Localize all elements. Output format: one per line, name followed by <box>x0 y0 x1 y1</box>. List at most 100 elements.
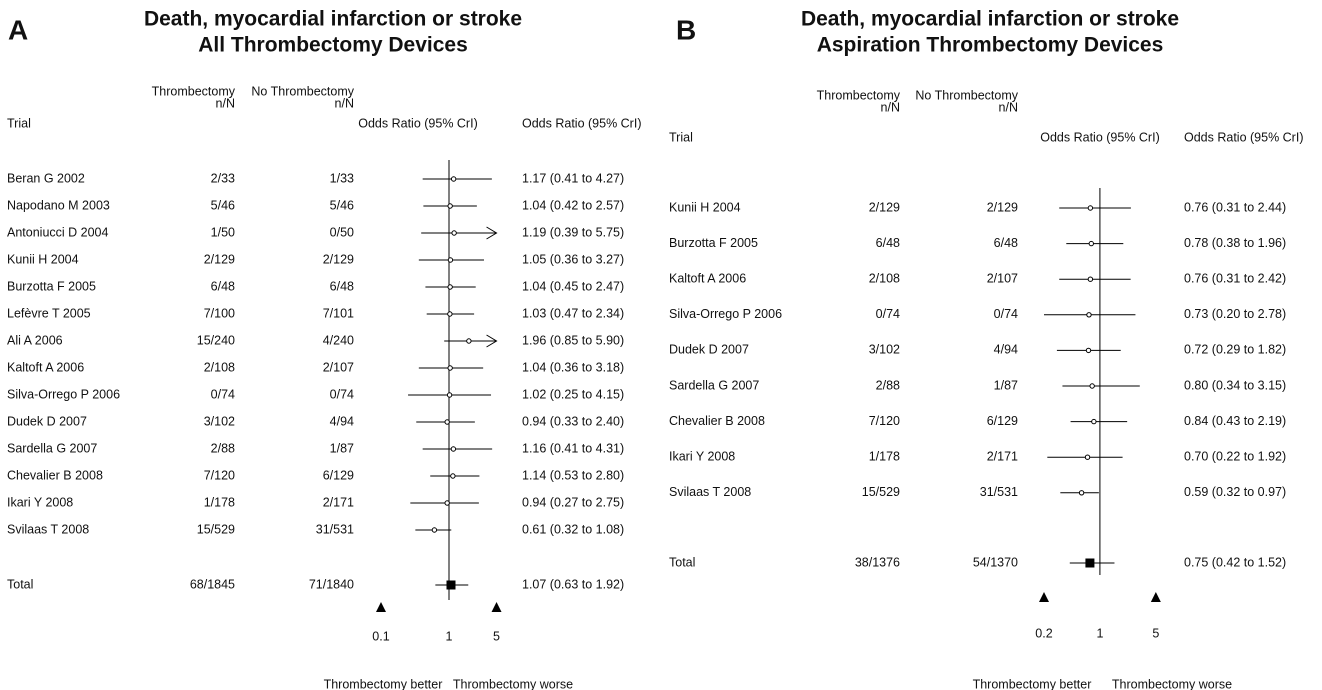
trial-name: Sardella G 2007 <box>7 441 97 455</box>
estimate-label: 1.96 (0.85 to 5.90) <box>522 333 624 347</box>
trial-name: Silva-Orrego P 2006 <box>7 387 120 401</box>
treated-count: 2/33 <box>211 171 235 185</box>
control-count: 31/531 <box>980 485 1018 499</box>
control-count: 1/33 <box>330 171 354 185</box>
panel-label: A <box>8 14 28 45</box>
control-count: 0/74 <box>330 387 354 401</box>
x-axis-label: Thrombectomy worse <box>453 677 573 690</box>
estimate-label: 1.04 (0.36 to 3.18) <box>522 360 624 374</box>
estimate-label: 0.94 (0.27 to 2.75) <box>522 495 624 509</box>
treated-count: 2/88 <box>876 378 900 392</box>
trial-name: Dudek D 2007 <box>669 343 749 357</box>
treated-count: 38/1376 <box>855 555 900 569</box>
control-count: 71/1840 <box>309 577 354 591</box>
column-header: Odds Ratio (95% CrI) <box>522 116 641 130</box>
estimate-label: 1.02 (0.25 to 4.15) <box>522 387 624 401</box>
control-count: 0/74 <box>994 307 1018 321</box>
point-estimate <box>447 203 453 209</box>
point-estimate <box>450 446 457 452</box>
control-count: 6/48 <box>330 279 354 293</box>
control-count: 6/48 <box>994 236 1018 250</box>
column-header: n/N <box>216 96 235 110</box>
column-header: n/N <box>881 100 900 114</box>
control-count: 4/94 <box>994 343 1018 357</box>
point-estimate <box>1078 490 1085 496</box>
estimate-label: 0.76 (0.31 to 2.42) <box>1184 271 1286 285</box>
control-count: 1/87 <box>994 378 1018 392</box>
estimate-label: 1.03 (0.47 to 2.34) <box>522 306 624 320</box>
pooled-estimate <box>446 580 456 590</box>
point-estimate <box>444 500 450 506</box>
trial-name: Dudek D 2007 <box>7 414 87 428</box>
column-header: Trial <box>7 116 31 130</box>
axis-end-marker <box>1039 592 1049 602</box>
trial-name: Antoniucci D 2004 <box>7 225 109 239</box>
control-count: 6/129 <box>323 468 354 482</box>
axis-end-marker <box>1150 592 1161 602</box>
control-count: 0/50 <box>330 225 354 239</box>
treated-count: 15/529 <box>197 522 235 536</box>
treated-count: 15/529 <box>862 485 900 499</box>
treated-count: 3/102 <box>869 343 900 357</box>
point-estimate <box>1086 312 1092 318</box>
treated-count: 1/178 <box>204 495 235 509</box>
point-estimate <box>1091 418 1097 425</box>
treated-count: 2/129 <box>204 252 235 266</box>
chart-title: Death, myocardial infarction or stroke <box>801 8 1179 31</box>
control-count: 2/129 <box>323 252 354 266</box>
pooled-estimate <box>1085 558 1095 568</box>
point-estimate <box>1087 205 1094 211</box>
treated-count: 15/240 <box>197 333 235 347</box>
trial-name: Burzotta F 2005 <box>669 236 758 250</box>
point-estimate <box>466 338 472 344</box>
column-header: Odds Ratio (95% CrI) <box>1040 130 1159 144</box>
point-estimate <box>447 311 453 317</box>
control-count: 2/171 <box>987 449 1018 463</box>
treated-count: 7/100 <box>204 306 235 320</box>
estimate-label: 0.59 (0.32 to 0.97) <box>1184 485 1286 499</box>
x-axis-label: Thrombectomy worse <box>1112 677 1232 690</box>
point-estimate <box>450 176 457 182</box>
x-tick-label: 1 <box>1096 626 1103 640</box>
control-count: 6/129 <box>987 414 1018 428</box>
treated-count: 0/74 <box>876 307 900 321</box>
control-count: 2/171 <box>323 495 354 509</box>
estimate-label: 0.78 (0.38 to 1.96) <box>1184 236 1286 250</box>
treated-count: 2/108 <box>204 360 235 374</box>
chart-title: Death, myocardial infarction or stroke <box>144 8 522 31</box>
trial-name: Svilaas T 2008 <box>7 522 89 536</box>
control-count: 54/1370 <box>973 555 1018 569</box>
control-count: 4/94 <box>330 414 354 428</box>
column-header: Odds Ratio (95% CrI) <box>358 116 477 130</box>
column-header: Thrombectomy <box>152 84 236 98</box>
control-count: 7/101 <box>323 306 354 320</box>
point-estimate <box>1085 347 1092 354</box>
trial-name: Ali A 2006 <box>7 333 63 347</box>
estimate-label: 1.17 (0.41 to 4.27) <box>522 171 624 185</box>
x-axis-label: Thrombectomy better <box>324 677 443 690</box>
estimate-label: 0.61 (0.32 to 1.08) <box>522 522 624 536</box>
trial-name: Total <box>669 555 695 569</box>
estimate-label: 0.84 (0.43 to 2.19) <box>1184 414 1286 428</box>
trial-name: Chevalier B 2008 <box>7 468 103 482</box>
point-estimate <box>431 527 438 533</box>
x-tick-label: 1 <box>446 629 453 643</box>
control-count: 1/87 <box>330 441 354 455</box>
x-tick-label: 5 <box>1152 626 1159 640</box>
point-estimate <box>444 419 450 425</box>
point-estimate <box>1084 454 1091 460</box>
treated-count: 2/108 <box>869 271 900 285</box>
point-estimate <box>1088 240 1094 247</box>
trial-name: Kunii H 2004 <box>669 200 741 214</box>
estimate-label: 1.14 (0.53 to 2.80) <box>522 468 624 482</box>
trial-name: Ikari Y 2008 <box>669 449 735 463</box>
estimate-label: 0.73 (0.20 to 2.78) <box>1184 307 1286 321</box>
x-tick-label: 5 <box>493 629 500 643</box>
estimate-label: 0.70 (0.22 to 1.92) <box>1184 449 1286 463</box>
estimate-label: 0.80 (0.34 to 3.15) <box>1184 378 1286 392</box>
control-count: 5/46 <box>330 198 354 212</box>
ci-arrow <box>486 226 498 240</box>
treated-count: 6/48 <box>876 236 900 250</box>
treated-count: 0/74 <box>211 387 235 401</box>
treated-count: 2/129 <box>869 200 900 214</box>
